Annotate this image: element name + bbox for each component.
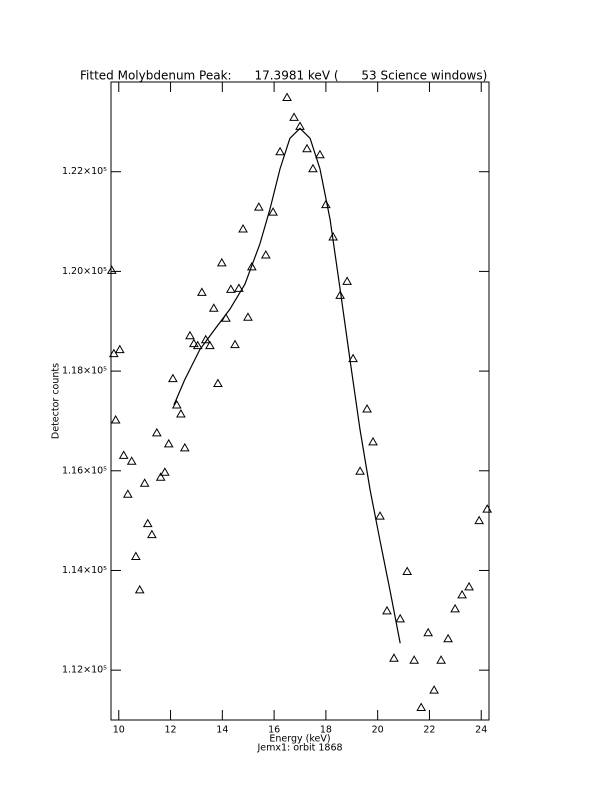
data-point (474, 515, 485, 525)
data-point (302, 143, 312, 153)
data-point (114, 344, 125, 354)
data-point (134, 584, 145, 594)
data-point (243, 312, 253, 321)
x-tick-label: 18 (320, 725, 332, 736)
data-point (348, 353, 358, 363)
data-point (382, 605, 392, 615)
data-point (151, 427, 162, 437)
data-point (163, 438, 174, 448)
data-point (355, 466, 365, 475)
data-point (295, 121, 305, 130)
data-point (142, 518, 153, 528)
data-point (213, 378, 223, 388)
data-point (234, 283, 244, 292)
data-point (253, 202, 264, 211)
x-axis-label: Energy (keV) (269, 734, 330, 745)
data-point (289, 112, 299, 121)
data-point (402, 566, 413, 575)
data-point (282, 92, 292, 101)
data-point (482, 504, 493, 513)
data-point (260, 249, 271, 259)
data-point (368, 436, 378, 446)
data-point (139, 478, 150, 487)
data-point (321, 199, 331, 209)
x-tick-label: 22 (423, 725, 435, 736)
data-point (226, 284, 236, 293)
data-point (155, 472, 166, 481)
data-point (395, 613, 406, 623)
data-point (208, 303, 219, 312)
data-point (192, 340, 203, 350)
data-point (416, 702, 427, 712)
x-tick-label: 20 (372, 725, 384, 736)
data-point (168, 373, 178, 383)
data-point (464, 581, 474, 591)
data-point (409, 655, 420, 664)
data-point (315, 149, 325, 159)
data-point (185, 330, 195, 340)
x-tick-label: 10 (113, 725, 125, 736)
chart-title: Fitted Molybdenum Peak: 17.3981 keV ( 53… (80, 69, 487, 83)
data-point (197, 287, 207, 296)
data-point (308, 163, 318, 173)
data-point (147, 529, 157, 539)
data-point (275, 146, 285, 156)
data-point (216, 257, 227, 267)
data-point (450, 603, 460, 613)
data-point (457, 589, 467, 599)
data-point (176, 408, 186, 418)
data-point (335, 290, 345, 299)
data-point (179, 442, 190, 452)
x-tick-label: 24 (475, 725, 487, 736)
y-tick-label: 1.22×10⁵ (62, 166, 107, 177)
x-tick-label: 16 (268, 725, 280, 736)
data-point (246, 261, 257, 271)
data-point (106, 265, 117, 274)
data-point (238, 224, 248, 233)
data-point (159, 467, 170, 476)
data-point (362, 403, 372, 413)
data-point (122, 489, 133, 498)
data-point (230, 339, 240, 349)
data-point (443, 633, 453, 643)
data-point (205, 340, 215, 350)
data-point (436, 655, 446, 664)
fit-line (173, 127, 401, 644)
data-point (268, 207, 278, 216)
y-tick-label: 1.20×10⁵ (62, 266, 107, 277)
data-point (429, 685, 439, 694)
x-tick-label: 12 (165, 725, 177, 736)
plot-frame (110, 81, 490, 721)
data-point (188, 338, 199, 348)
y-axis-label: Detector counts (51, 363, 62, 439)
x-tick-label: 14 (216, 725, 228, 736)
y-tick-label: 1.14×10⁵ (62, 565, 107, 576)
data-point (375, 511, 385, 520)
subtitle: Jemx1: orbit 1868 (256, 743, 342, 754)
y-tick-label: 1.18×10⁵ (62, 366, 107, 377)
data-point (342, 276, 352, 285)
data-point (118, 450, 129, 459)
y-tick-label: 1.16×10⁵ (62, 465, 107, 476)
data-point (389, 653, 399, 662)
y-tick-label: 1.12×10⁵ (62, 665, 107, 676)
data-point (130, 551, 141, 561)
data-point (110, 414, 121, 424)
data-point (423, 627, 434, 637)
data-point (126, 456, 137, 465)
